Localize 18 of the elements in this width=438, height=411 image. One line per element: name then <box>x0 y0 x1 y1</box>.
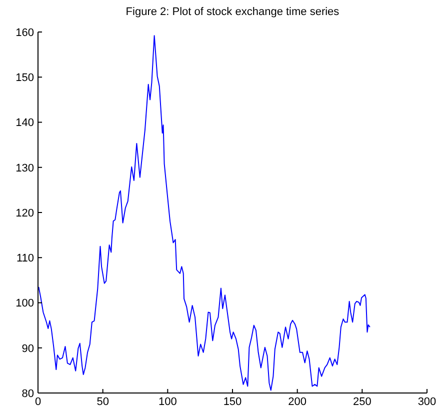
x-tick-label: 50 <box>96 396 109 408</box>
y-tick-label: 130 <box>16 162 34 174</box>
line-series <box>38 35 370 391</box>
y-tick-label: 160 <box>16 26 34 39</box>
y-tick-label: 90 <box>22 342 34 355</box>
x-tick-label: 0 <box>34 396 42 408</box>
x-tick-label: 250 <box>352 396 372 408</box>
x-tick-label: 300 <box>418 396 436 408</box>
x-tick-label: 200 <box>288 396 307 408</box>
y-tick-label: 100 <box>16 298 34 310</box>
y-tick-label: 140 <box>16 117 34 130</box>
chart-title: Figure 2: Plot of stock exchange time series <box>124 6 340 18</box>
y-tick-label: 120 <box>16 207 34 220</box>
y-tick-label: 80 <box>22 388 34 400</box>
x-tick-label: 100 <box>158 396 177 408</box>
y-tick-label: 110 <box>16 252 34 265</box>
x-tick-label: 150 <box>223 396 242 408</box>
y-tick-label: 150 <box>16 72 34 84</box>
